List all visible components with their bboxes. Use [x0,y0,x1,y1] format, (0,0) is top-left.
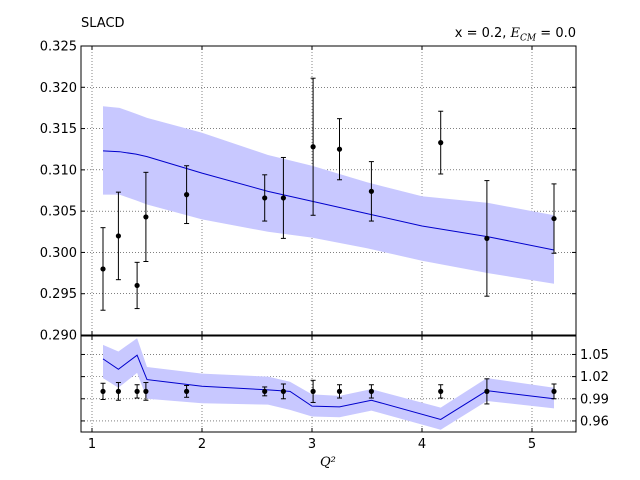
chart-title-left: SLACD [81,16,125,31]
main-data-point [134,282,140,289]
ratio-ytick-label: 1.05 [580,348,609,363]
main-data-point [100,266,106,272]
ratio-data-point [184,388,190,394]
ratio-data-point [134,388,140,394]
chart-title-right: x = 0.2, ECM = 0.0 [455,26,576,44]
main-ytick-label: 0.305 [40,205,77,220]
x-axis-label: Q² [320,455,336,470]
main-data-point [280,195,286,201]
ratio-data-point [100,388,106,394]
ratio-ytick-label: 1.02 [580,370,609,385]
main-data-point [262,195,268,201]
ratio-uncertainty-band [103,338,554,430]
ratio-data-point [280,388,286,394]
main-data-point [115,233,121,239]
xtick-label: 1 [88,437,96,452]
main-ytick-label: 0.300 [40,246,77,261]
main-ytick-label: 0.295 [40,287,77,302]
ratio-axes-frame [80,335,577,433]
main-ytick-label: 0.315 [40,122,77,137]
ratio-ytick-label: 0.99 [580,392,609,407]
ratio-ytick-label: 0.96 [580,414,609,429]
main-ytick-label: 0.310 [40,163,77,178]
ratio-data-point [115,388,121,394]
main-data-point [484,235,490,241]
main-theory-line [102,150,555,251]
main-uncertainty-band [103,106,554,284]
title-right-sub: CM [520,33,537,44]
xtick-label: 5 [528,437,536,452]
main-data-point [336,146,343,152]
xtick-label: 3 [308,437,316,452]
main-ytick-label: 0.290 [40,329,77,344]
title-right-suffix: = 0.0 [536,26,576,41]
main-axes-frame [80,45,577,336]
ratio-data-point [484,388,490,394]
main-ytick-label: 0.320 [40,81,77,96]
ratio-data-point [310,388,316,394]
ratio-data-point [438,388,444,394]
ratio-data-point [336,388,343,394]
ratio-theory-line [102,354,555,420]
main-ytick-label: 0.325 [40,40,77,55]
xtick-label: 2 [198,437,206,452]
main-data-point [438,140,444,146]
ratio-data-point [143,388,149,394]
xtick-label: 4 [418,437,426,452]
title-right-prefix: x = 0.2, [454,26,511,41]
title-right-var: E [510,26,521,41]
ratio-data-point [368,388,374,394]
main-data-point [551,215,557,222]
ratio-data-point [551,388,557,394]
ratio-data-point [262,388,268,394]
main-data-point [143,214,149,220]
main-data-point [310,144,316,150]
main-data-point [184,192,190,198]
main-data-point [368,188,374,194]
